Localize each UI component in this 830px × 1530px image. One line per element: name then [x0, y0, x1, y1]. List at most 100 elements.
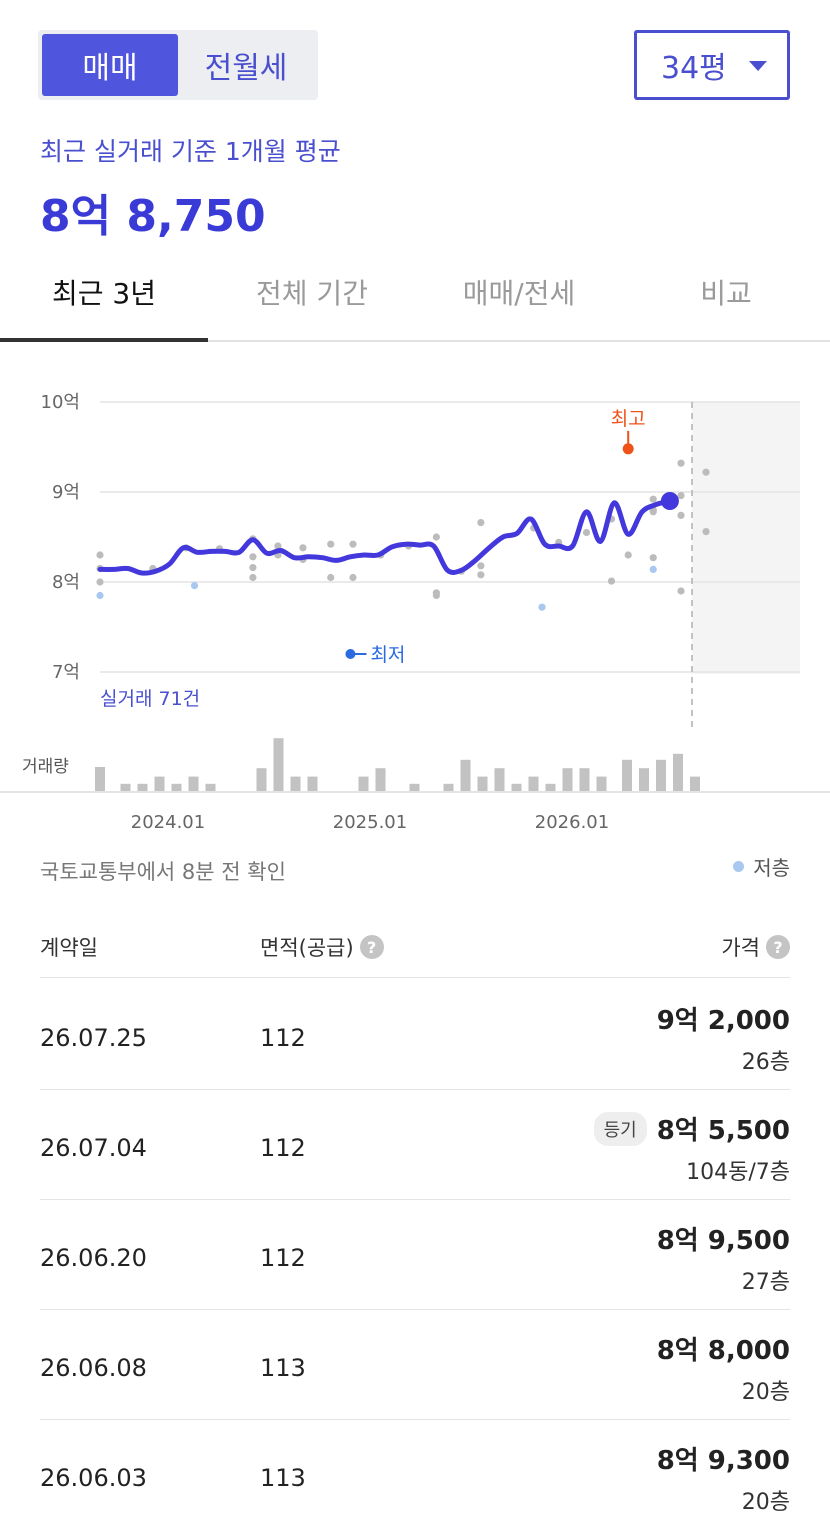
area-help-icon[interactable]: ?	[359, 935, 384, 959]
caret-down-icon	[749, 61, 767, 71]
high-price-label: 최고	[611, 408, 646, 430]
volume-bar	[690, 776, 700, 791]
trade-dot	[677, 459, 685, 467]
volume-axis-label: 거래량	[22, 757, 69, 777]
y-tick-label: 10억	[41, 392, 80, 413]
tab-sale-jeonse[interactable]: 매매/전세	[462, 277, 576, 310]
volume-bar	[120, 783, 131, 791]
tab-recent-3y[interactable]: 최근 3년	[52, 277, 156, 310]
volume-bar	[511, 783, 522, 791]
x-tick-label: 2025.01	[333, 812, 407, 833]
y-tick-label: 8억	[52, 572, 80, 593]
price-trend-line	[97, 498, 673, 576]
row-date: 26.06.20	[40, 1244, 147, 1272]
x-tick-label: 2024.01	[131, 812, 205, 833]
volume-bar	[622, 759, 632, 791]
volume-bar	[137, 783, 148, 791]
trade-dot	[582, 528, 591, 537]
trade-dot	[96, 578, 104, 586]
volume-bar	[443, 783, 454, 791]
volume-bar	[375, 768, 386, 791]
sale-toggle-button[interactable]: 매매	[42, 34, 178, 96]
volume-bar	[307, 776, 318, 791]
trade-dot	[649, 495, 657, 503]
volume-bar	[477, 776, 488, 791]
low-floor-legend-label: 저층	[753, 856, 790, 880]
low-price-label: 최저	[370, 644, 405, 666]
active-tab-indicator	[0, 338, 208, 342]
row-price: 8억 8,000	[656, 1336, 790, 1366]
size-dropdown[interactable]: 34평	[634, 30, 790, 100]
price-help-icon[interactable]: ?	[766, 935, 790, 959]
trade-dot	[677, 587, 685, 595]
trade-dot	[249, 553, 257, 561]
header-area: 면적(공급) ?	[260, 932, 384, 962]
volume-bar	[205, 783, 216, 791]
period-tabs: 최근 3년 전체 기간 매매/전세 비교	[0, 258, 830, 342]
volume-bar	[596, 776, 607, 791]
row-price: 8억 9,300	[656, 1446, 790, 1476]
volume-bar	[290, 776, 301, 791]
registered-badge: 등기	[593, 1111, 647, 1146]
trade-dot	[702, 468, 710, 476]
volume-bar	[460, 759, 471, 791]
table-row[interactable]: 26.06.08 113 8억 8,000 20층	[40, 1310, 790, 1420]
volume-bar	[673, 753, 683, 791]
row-area: 113	[260, 1354, 306, 1382]
row-floor: 104동/7층	[686, 1160, 790, 1185]
latest-price-point[interactable]	[660, 492, 679, 510]
trade-dot	[624, 551, 632, 559]
high-price-point[interactable]	[622, 443, 634, 455]
future-shade	[692, 402, 800, 674]
y-tick-label: 7억	[52, 662, 80, 683]
tab-compare[interactable]: 비교	[700, 277, 752, 310]
volume-bar	[528, 776, 539, 791]
low-floor-legend: 저층	[733, 852, 790, 881]
data-source-note: 국토교통부에서 8분 전 확인	[40, 860, 286, 884]
trade-type-toggle: 매매 전월세	[38, 30, 318, 100]
volume-bar	[95, 767, 105, 791]
trade-dot	[649, 554, 657, 562]
volume-bar	[273, 738, 284, 791]
table-row[interactable]: 26.06.03 113 8억 9,300 20층	[40, 1420, 790, 1530]
volume-bar	[656, 759, 666, 791]
volume-bar	[545, 783, 556, 791]
table-row[interactable]: 26.06.20 112 8억 9,500 27층	[40, 1200, 790, 1310]
volume-bar	[639, 768, 649, 791]
x-tick-label: 2026.01	[535, 812, 609, 833]
trade-dot	[327, 573, 335, 582]
trade-dot	[249, 573, 257, 582]
row-area: 113	[260, 1464, 306, 1492]
trade-dot	[477, 571, 485, 579]
trade-dot	[327, 540, 335, 548]
tab-all-period[interactable]: 전체 기간	[256, 277, 368, 310]
row-area: 112	[260, 1134, 306, 1162]
volume-bar	[171, 783, 182, 791]
row-price: 8억 9,500	[656, 1226, 790, 1256]
trade-dot	[432, 591, 440, 600]
row-date: 26.06.08	[40, 1354, 147, 1382]
row-area: 112	[260, 1024, 306, 1052]
header-contract-date: 계약일	[40, 936, 98, 960]
row-floor: 20층	[741, 1490, 790, 1515]
trade-dot	[607, 577, 616, 585]
volume-bar	[256, 768, 267, 791]
row-floor: 27층	[741, 1270, 790, 1295]
table-row[interactable]: 26.07.04 112 등기 8억 5,500 104동/7층	[40, 1090, 790, 1200]
trade-dot	[677, 492, 685, 500]
rent-toggle-button[interactable]: 전월세	[204, 51, 288, 86]
table-row[interactable]: 26.07.25 112 9억 2,000 26층	[40, 980, 790, 1090]
trade-dot	[274, 542, 282, 550]
size-dropdown-value: 34평	[661, 51, 727, 86]
trade-dot	[677, 511, 685, 519]
price-chart[interactable]: 10억 9억 8억 7억 최고 최저 실거래 71건 거래량 2024.01 2025.…	[0, 380, 830, 840]
trade-dot	[299, 544, 307, 552]
trade-dot	[349, 573, 357, 582]
trade-dot	[477, 562, 485, 570]
low-floor-trade-dot	[96, 591, 104, 600]
volume-bar	[409, 783, 420, 791]
trade-dot	[96, 551, 104, 559]
low-floor-trade-dot	[190, 582, 199, 590]
volume-bar	[188, 776, 199, 791]
row-price: 9억 2,000	[656, 1006, 790, 1036]
